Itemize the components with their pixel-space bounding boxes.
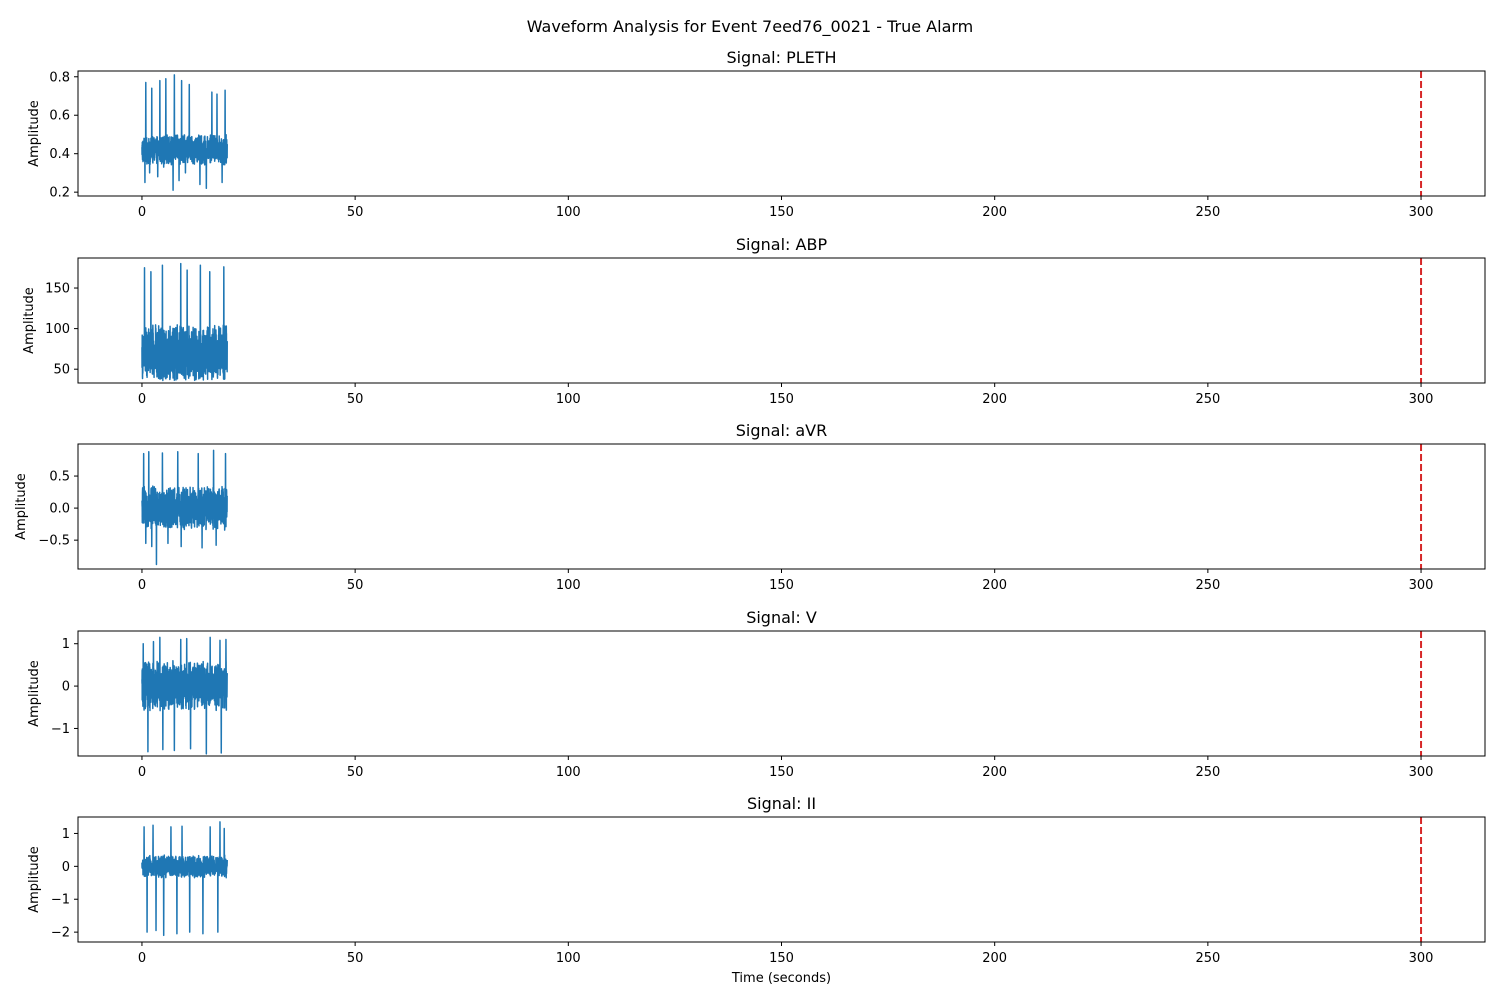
- signal-line: [141, 821, 228, 937]
- x-tick-label: 0: [138, 578, 146, 593]
- x-tick-label: 300: [1409, 765, 1434, 780]
- x-tick-label: 100: [556, 205, 581, 220]
- x-tick-label: 50: [347, 578, 364, 593]
- y-axis-label: Amplitude: [27, 100, 42, 167]
- y-tick-label: 0.6: [49, 109, 70, 124]
- y-tick-label: 0.5: [49, 470, 70, 485]
- x-tick-label: 150: [769, 578, 794, 593]
- y-tick-label: 150: [45, 282, 70, 297]
- y-tick-label: 0.8: [49, 70, 70, 85]
- x-tick-label: 300: [1409, 578, 1434, 593]
- subplot-title: Signal: aVR: [736, 421, 828, 440]
- x-tick-label: 250: [1195, 392, 1220, 407]
- x-tick-label: 0: [138, 765, 146, 780]
- x-tick-label: 150: [769, 205, 794, 220]
- x-tick-label: 150: [769, 392, 794, 407]
- y-axis-label: Amplitude: [27, 660, 42, 727]
- x-tick-label: 150: [769, 951, 794, 966]
- subplot-title: Signal: ABP: [736, 235, 828, 254]
- x-tick-label: 50: [347, 951, 364, 966]
- subplot-1: 0 50 100 150 200 250 300 0.2 0.4 0.6 0.8 Signal: PL…: [27, 48, 1486, 220]
- x-tick-label: 250: [1195, 205, 1220, 220]
- x-tick-label: 100: [556, 392, 581, 407]
- x-tick-label: 0: [138, 205, 146, 220]
- subplot-5: 0 50 100 150 200 250 300 −2 −1 0 1 Signal: II Amplit…: [27, 794, 1486, 966]
- y-tick-label: 0.2: [49, 186, 70, 201]
- x-tick-label: 250: [1195, 765, 1220, 780]
- x-tick-label: 100: [556, 578, 581, 593]
- x-tick-label: 250: [1195, 951, 1220, 966]
- x-tick-label: 100: [556, 765, 581, 780]
- y-tick-label: 0: [62, 680, 70, 695]
- x-tick-label: 200: [982, 578, 1007, 593]
- x-tick-label: 50: [347, 392, 364, 407]
- x-tick-label: 0: [138, 951, 146, 966]
- axes-frame: [77, 443, 1486, 570]
- x-axis-label: Time (seconds): [731, 971, 831, 986]
- x-tick-label: 100: [556, 951, 581, 966]
- subplot-title: Signal: II: [747, 794, 816, 813]
- x-tick-label: 200: [982, 392, 1007, 407]
- axes-frame: [77, 70, 1486, 197]
- y-tick-label: 0.0: [49, 502, 70, 517]
- x-tick-label: 300: [1409, 392, 1434, 407]
- axes-frame: [77, 630, 1486, 757]
- subplot-4: 0 50 100 150 200 250 300 −1 0 1 Signal: V Amplitude: [27, 608, 1486, 780]
- y-axis-label: Amplitude: [22, 287, 37, 354]
- y-tick-label: 1: [62, 827, 70, 842]
- y-tick-label: 0.4: [49, 147, 70, 162]
- x-tick-label: 250: [1195, 578, 1220, 593]
- y-tick-label: −0.5: [38, 534, 70, 549]
- y-axis-label: Amplitude: [14, 473, 29, 540]
- axes-frame: [77, 257, 1486, 384]
- x-tick-label: 0: [138, 392, 146, 407]
- y-axis-label: Amplitude: [27, 846, 42, 913]
- subplot-2: 0 50 100 150 200 250 300 50 100 150 Signal: ABP Amp…: [22, 235, 1486, 407]
- x-tick-label: 150: [769, 765, 794, 780]
- subplot-3: 0 50 100 150 200 250 300 −0.5 0.0 0.5 Signal: aVR A…: [14, 421, 1486, 593]
- y-tick-label: −2: [51, 926, 70, 941]
- x-tick-label: 50: [347, 765, 364, 780]
- x-tick-label: 200: [982, 205, 1007, 220]
- subplot-title: Signal: PLETH: [726, 48, 836, 67]
- y-tick-label: 50: [53, 363, 70, 378]
- signal-line: [141, 449, 228, 566]
- y-tick-label: 0: [62, 860, 70, 875]
- y-tick-label: −1: [51, 893, 70, 908]
- x-tick-label: 300: [1409, 205, 1434, 220]
- subplot-title: Signal: V: [746, 608, 817, 627]
- figure-title: Waveform Analysis for Event 7eed76_0021 …: [526, 17, 974, 36]
- signal-line: [141, 262, 228, 382]
- x-tick-label: 200: [982, 765, 1007, 780]
- y-tick-label: −1: [51, 722, 70, 737]
- x-tick-label: 50: [347, 205, 364, 220]
- axes-frame: [77, 816, 1486, 943]
- signal-line: [141, 74, 228, 191]
- x-tick-label: 200: [982, 951, 1007, 966]
- signal-line: [141, 636, 228, 755]
- x-tick-label: 300: [1409, 951, 1434, 966]
- y-tick-label: 1: [62, 637, 70, 652]
- y-tick-label: 100: [45, 322, 70, 337]
